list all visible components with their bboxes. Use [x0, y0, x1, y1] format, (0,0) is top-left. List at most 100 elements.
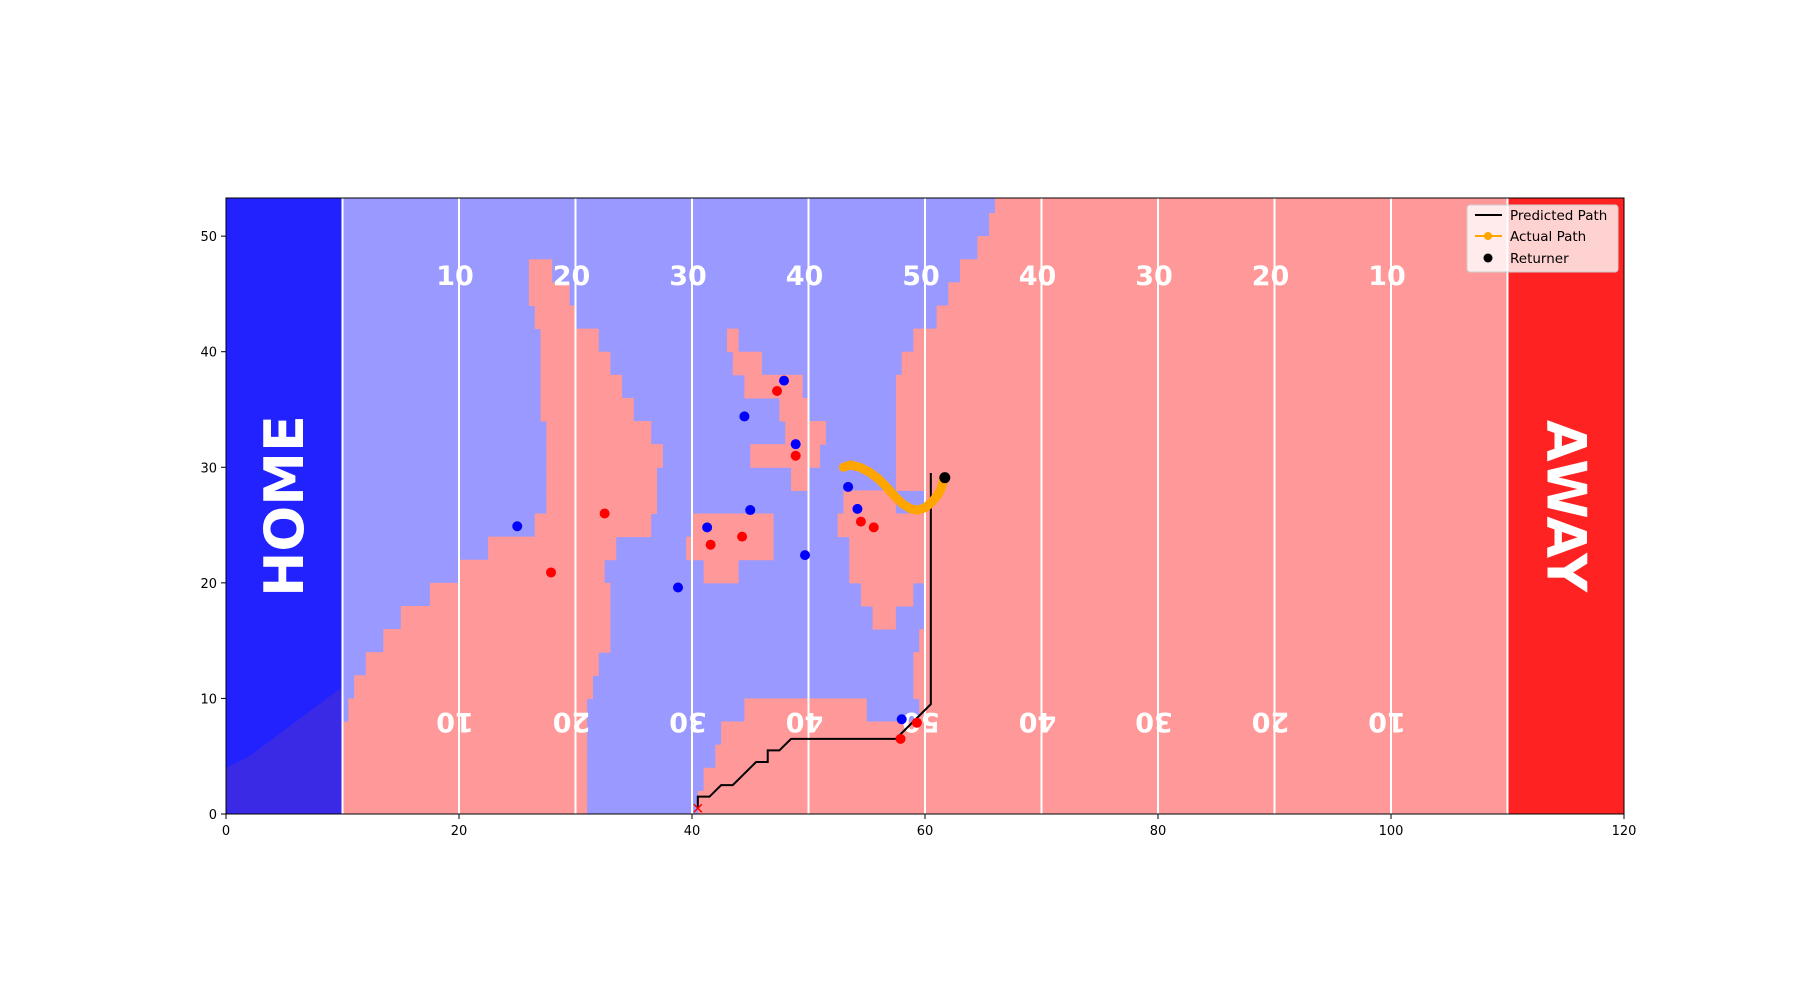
x-tick-label: 40	[684, 824, 701, 839]
home-player-point	[512, 521, 523, 532]
y-tick-label: 30	[200, 461, 217, 476]
actual-path-point	[890, 491, 900, 501]
away-control-cell	[913, 652, 1624, 676]
away-control-cell	[849, 559, 925, 584]
endzone-layer	[226, 198, 1624, 814]
returner-point	[939, 472, 951, 484]
home-player-point	[800, 550, 811, 561]
x-tick-label: 60	[917, 824, 934, 839]
away-player-point	[546, 567, 557, 578]
home-player-point	[852, 503, 863, 514]
home-player-point	[745, 505, 756, 516]
legend-predicted-path-label: Predicted Path	[1510, 208, 1607, 224]
away-control-cell	[919, 698, 1624, 723]
away-control-cell	[895, 397, 1624, 422]
away-control-cell	[895, 421, 1624, 445]
yard-number-top: 40	[786, 261, 824, 292]
yard-number-layer: 101020203030404050504040303020201010	[436, 261, 1406, 737]
away-control-cell	[837, 513, 925, 538]
yard-number-top: 30	[669, 261, 707, 292]
away-control-cell	[342, 790, 588, 814]
legend-returner-label: Returner	[1510, 251, 1569, 267]
away-player-point	[895, 733, 906, 744]
away-player-point	[868, 522, 879, 533]
away-control-cell	[697, 790, 710, 814]
yard-number-bottom: 20	[1252, 706, 1290, 737]
axes: 0 20 40 60 80 100 120 0 10 20 30 40 50	[200, 230, 1636, 839]
legend-actual-path-label: Actual Path	[1510, 229, 1586, 245]
away-player-point	[737, 531, 748, 542]
away-control-cell	[692, 513, 774, 538]
actual-path-point	[864, 467, 874, 477]
away-control-cell	[703, 559, 739, 584]
away-control-cell	[895, 467, 1624, 491]
yard-number-top: 20	[553, 261, 591, 292]
away-control-cell	[989, 213, 1624, 237]
x-tick-label: 100	[1379, 824, 1404, 839]
away-control-cell	[744, 374, 803, 399]
yard-number-top: 10	[1368, 261, 1406, 292]
away-control-cell	[779, 397, 809, 422]
away-endzone	[1507, 198, 1624, 814]
away-control-cell	[400, 605, 611, 630]
predicted-path-line	[696, 473, 932, 809]
away-control-cell	[534, 513, 652, 538]
away-control-cell	[872, 605, 896, 630]
yard-number-bottom: 10	[436, 706, 474, 737]
x-tick-label: 20	[451, 824, 468, 839]
away-control-cell	[540, 328, 599, 353]
legend-returner-marker	[1483, 253, 1493, 263]
home-player-point	[790, 439, 801, 450]
away-control-cell	[715, 744, 1624, 769]
yard-number-bottom: 40	[1019, 706, 1057, 737]
yard-number-top: 30	[1135, 261, 1173, 292]
away-control-cell	[849, 536, 925, 561]
away-control-cell	[429, 582, 611, 607]
away-control-cell	[860, 582, 914, 607]
actual-path-point	[898, 499, 908, 509]
actual-path-point	[920, 503, 930, 513]
away-control-cell	[977, 236, 1624, 260]
actual-path-point	[936, 483, 946, 493]
away-endzone-label: AWAY	[1534, 420, 1597, 593]
away-player-point	[599, 508, 610, 519]
yard-number-top: 40	[1019, 261, 1057, 292]
legend-actual-path-marker	[1484, 232, 1492, 240]
away-control-cell	[726, 328, 739, 353]
actual-path-point	[845, 460, 855, 470]
away-control-cell	[319, 744, 588, 769]
away-control-cell	[546, 444, 663, 468]
away-control-cell	[540, 397, 634, 422]
away-control-cell	[895, 444, 1624, 468]
away-player-point	[855, 516, 866, 527]
actual-path-point	[933, 490, 943, 500]
home-player-point	[673, 582, 684, 593]
yard-number-top: 20	[1252, 261, 1290, 292]
away-control-cell	[709, 790, 1624, 814]
actual-path-point	[906, 504, 916, 514]
away-control-cell	[354, 675, 593, 699]
yard-number-top: 10	[436, 261, 474, 292]
legend: Predicted Path Actual Path Returner	[1466, 204, 1619, 273]
home-player-point	[896, 714, 907, 725]
actual-path-point	[913, 505, 923, 515]
home-player-point	[739, 411, 750, 422]
away-control-cell	[546, 490, 658, 515]
away-control-cell	[919, 629, 1624, 653]
away-control-cell	[546, 467, 658, 491]
away-control-cell	[534, 305, 576, 330]
away-player-point	[705, 539, 716, 550]
y-tick-label: 20	[200, 577, 217, 592]
away-player-point	[790, 450, 801, 461]
away-player-point	[772, 386, 783, 397]
home-endzone-shade	[226, 686, 343, 814]
away-control-cell	[959, 259, 1624, 283]
y-tick-label: 40	[200, 346, 217, 361]
away-control-cell	[348, 698, 588, 723]
x-tick-label: 80	[1150, 824, 1167, 839]
away-control-cell	[895, 374, 1624, 399]
away-control-cell	[744, 698, 867, 723]
yard-number-top: 50	[902, 261, 940, 292]
away-control-cell	[750, 444, 821, 468]
